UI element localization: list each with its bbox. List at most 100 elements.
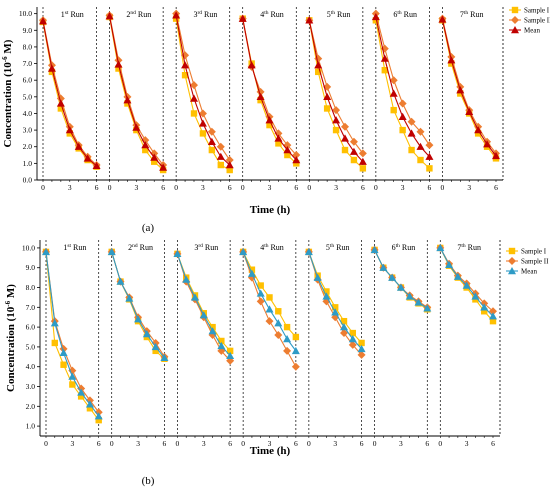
point-mean bbox=[116, 277, 125, 285]
y-tick-label: 6.0 bbox=[26, 323, 36, 332]
series-line-mean bbox=[242, 18, 297, 161]
point-sample2 bbox=[291, 362, 300, 371]
point-sample1 bbox=[266, 294, 273, 301]
run-title-ordinal: th bbox=[330, 243, 335, 249]
x-tick-label: 6 bbox=[360, 439, 364, 448]
x-tick-label: 0 bbox=[241, 183, 245, 192]
point-mean bbox=[331, 308, 340, 316]
x-tick-label: 6 bbox=[95, 183, 99, 192]
point-sample1 bbox=[474, 130, 482, 137]
point-mean bbox=[247, 269, 256, 277]
y-tick-label: 2.0 bbox=[26, 402, 36, 411]
x-tick-label: 3 bbox=[134, 183, 138, 192]
point-sample2 bbox=[114, 56, 123, 65]
point-mean bbox=[414, 298, 423, 306]
legend-marker bbox=[511, 16, 519, 24]
run-title-number: 4 bbox=[260, 243, 264, 252]
point-sample2 bbox=[416, 127, 425, 136]
y-axis-label: Concentration (10-6 M) bbox=[1, 39, 14, 147]
series-line-sample2 bbox=[42, 20, 97, 166]
series-line-sample1 bbox=[176, 253, 231, 352]
run-subplot: 0 3 6 4th Run bbox=[239, 240, 300, 448]
series-line-sample1 bbox=[45, 251, 100, 421]
legend: Sample I Sample II Mean bbox=[506, 248, 549, 276]
point-mean bbox=[313, 273, 322, 281]
run-title-ordinal: st bbox=[67, 243, 71, 249]
run-subplot: 0 3 6 1st Run bbox=[42, 240, 103, 448]
legend-label: Sample I bbox=[521, 248, 547, 256]
run-subplot: 0 3 6 4th Run bbox=[238, 7, 301, 192]
x-tick-label: 6 bbox=[97, 439, 101, 448]
run-title-suffix: Run bbox=[202, 10, 217, 19]
x-tick-label: 6 bbox=[491, 439, 495, 448]
y-tick-label: 6.0 bbox=[23, 76, 33, 85]
point-mean bbox=[292, 156, 301, 164]
point-sample1 bbox=[417, 156, 424, 164]
point-sample1 bbox=[57, 105, 65, 112]
point-sample2 bbox=[389, 76, 398, 85]
point-mean bbox=[134, 315, 143, 323]
point-sample1 bbox=[48, 68, 56, 76]
run-subplot: 0 3 6 7th Run bbox=[436, 240, 497, 448]
point-mean bbox=[150, 153, 159, 161]
point-mean bbox=[447, 56, 456, 64]
run-title-ordinal: th bbox=[331, 10, 336, 16]
point-sample2 bbox=[207, 127, 216, 136]
point-sample2 bbox=[348, 340, 357, 349]
legend-label: Sample I bbox=[524, 7, 550, 15]
y-tick-label: 10.0 bbox=[19, 9, 32, 18]
point-sample1 bbox=[340, 317, 348, 325]
point-mean bbox=[207, 137, 216, 145]
run-subplot: 0 3 6 5th Run bbox=[305, 7, 367, 192]
series-line-sample1 bbox=[308, 251, 362, 344]
point-sample1 bbox=[341, 146, 349, 154]
point-sample1 bbox=[323, 105, 331, 112]
point-mean bbox=[39, 17, 47, 25]
x-axis-label: Time (h) bbox=[250, 445, 291, 457]
point-mean bbox=[256, 92, 265, 101]
y-tick-label: 4.0 bbox=[23, 109, 33, 118]
point-sample1 bbox=[489, 317, 497, 325]
run-title-ordinal: rd bbox=[197, 10, 202, 16]
y-tick-label: 0.0 bbox=[23, 176, 33, 185]
point-sample1 bbox=[257, 96, 264, 104]
x-axis-label: Time (h) bbox=[250, 204, 291, 216]
point-mean bbox=[398, 112, 407, 120]
point-mean bbox=[348, 334, 357, 343]
point-sample2 bbox=[332, 106, 341, 115]
x-tick-label: 0 bbox=[307, 183, 311, 192]
x-tick-label: 6 bbox=[228, 439, 232, 448]
run-subplot: 0 3 6 7th Run bbox=[438, 7, 500, 192]
series-line-sample1 bbox=[441, 20, 497, 159]
point-mean bbox=[453, 272, 462, 280]
point-mean bbox=[445, 260, 454, 268]
y-tick-label: 2.0 bbox=[23, 142, 33, 151]
point-mean bbox=[141, 141, 150, 149]
y-tick-label: 9.0 bbox=[26, 263, 36, 272]
point-sample1 bbox=[315, 68, 322, 76]
y-axis-label-unit: M) bbox=[5, 284, 17, 301]
point-sample1 bbox=[66, 130, 73, 137]
run-title-number: 5 bbox=[327, 10, 331, 19]
x-tick-label: 0 bbox=[110, 439, 114, 448]
panel-b: 1.0 2.0 3.0 4.0 5.0 6.0 7.0 8.0 9.0 10.0 Concentra… bbox=[4, 240, 549, 487]
run-title-suffix: Run bbox=[334, 243, 349, 252]
point-sample1 bbox=[372, 17, 380, 24]
run-title: 5th Run bbox=[326, 243, 350, 252]
run-title-suffix: Run bbox=[268, 243, 283, 252]
point-sample1 bbox=[226, 166, 233, 174]
point-mean bbox=[208, 327, 217, 335]
run-title-suffix: Run bbox=[203, 243, 218, 252]
point-mean bbox=[132, 123, 141, 131]
x-tick-label: 0 bbox=[441, 183, 445, 192]
run-subplot: 0 3 6 2nd Run bbox=[107, 240, 169, 448]
point-sample2 bbox=[349, 137, 358, 146]
x-tick-label: 0 bbox=[374, 183, 378, 192]
point-mean bbox=[283, 146, 292, 154]
point-mean bbox=[370, 245, 379, 254]
x-tick-label: 6 bbox=[161, 183, 165, 192]
y-tick-label: 8.0 bbox=[26, 283, 36, 292]
point-mean bbox=[182, 275, 191, 283]
point-sample2 bbox=[340, 329, 348, 338]
